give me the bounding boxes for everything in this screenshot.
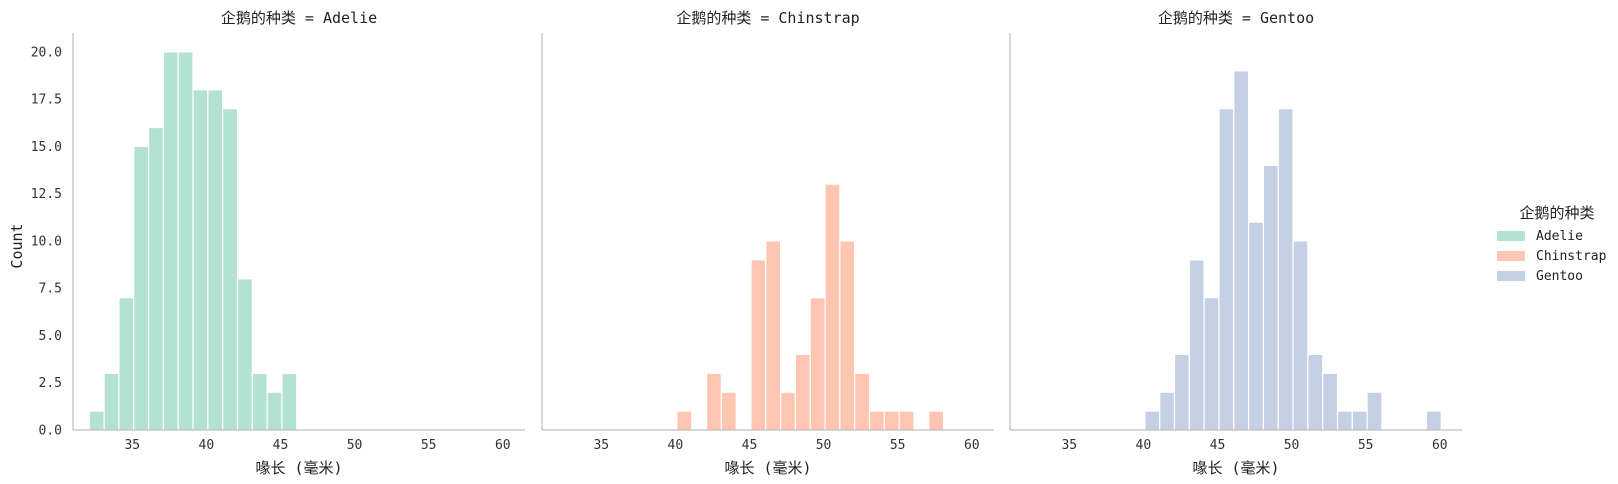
histogram-bar: [854, 372, 871, 431]
x-tick-label: 40: [668, 438, 684, 453]
x-axis-label: 喙长 (毫米): [255, 459, 342, 477]
legend-label-chinstrap: Chinstrap: [1536, 249, 1607, 264]
histogram-bar: [251, 372, 268, 431]
x-tick-label: 40: [1136, 438, 1152, 453]
legend-title: 企鹅的种类: [1519, 204, 1594, 222]
histogram-bar: [1292, 240, 1309, 431]
y-tick-label: 5.0: [39, 329, 62, 344]
y-tick-label: 10.0: [31, 234, 62, 249]
histogram-bar: [1277, 108, 1294, 431]
x-tick-label: 60: [964, 438, 980, 453]
x-tick-label: 50: [347, 438, 363, 453]
x-tick-label: 35: [593, 438, 609, 453]
facet-title: 企鹅的种类 = Chinstrap: [676, 9, 859, 27]
y-tick-label: 2.5: [39, 376, 62, 391]
histogram-bar: [147, 126, 164, 431]
histogram-bar: [1203, 297, 1220, 431]
histogram-bar: [765, 240, 782, 431]
histogram-bar: [824, 183, 841, 431]
histogram-bar: [1247, 221, 1265, 431]
legend-swatch-gentoo: [1497, 271, 1525, 281]
x-tick-label: 60: [1432, 438, 1448, 453]
histogram-bar: [266, 391, 283, 431]
panel-gentoo: 企鹅的种类 = Gentoo 35 40 45 50 55 60 喙长 (毫米): [1009, 9, 1462, 477]
histogram-bar: [1351, 410, 1368, 431]
histogram-bar: [1218, 108, 1235, 431]
y-tick-label: 0.0: [39, 424, 62, 439]
x-tick-label: 55: [1358, 438, 1374, 453]
x-tick-label: 55: [421, 438, 437, 453]
histogram-bar: [1173, 353, 1190, 431]
histogram-bar: [118, 297, 135, 431]
panel-adelie: 企鹅的种类 = Adelie 35 40 45 50 55 60 喙长 (毫米) 0.0 2.5 5…: [31, 9, 525, 477]
histogram-bar: [1188, 259, 1205, 431]
histogram-bar: [236, 278, 253, 431]
legend: 企鹅的种类 Adelie Chinstrap Gentoo: [1497, 204, 1607, 284]
histogram-bar: [1366, 391, 1383, 431]
x-tick-label: 45: [742, 438, 758, 453]
histogram-bar: [1144, 410, 1161, 431]
panel-chinstrap: 企鹅的种类 = Chinstrap 35 40 45 50 55 60 喙长 (毫米): [541, 9, 994, 477]
x-tick-label: 50: [816, 438, 832, 453]
histogram-bar: [898, 410, 915, 431]
y-axis-label: Count: [8, 223, 26, 268]
histogram-bar: [88, 410, 105, 431]
histogram-bar: [177, 51, 194, 431]
histogram-bar: [794, 353, 811, 431]
histogram-bar: [192, 89, 209, 431]
histogram-bar: [1262, 164, 1279, 431]
histogram-bar: [750, 259, 767, 431]
x-tick-label: 50: [1284, 438, 1300, 453]
histogram-bar: [883, 410, 900, 431]
histogram-bar: [133, 145, 150, 431]
y-tick-label: 17.5: [31, 93, 62, 108]
y-tick-label: 20.0: [31, 45, 62, 60]
histogram-bar: [839, 240, 856, 431]
legend-label-gentoo: Gentoo: [1536, 269, 1583, 284]
y-tick-label: 7.5: [39, 282, 62, 297]
x-tick-label: 35: [1061, 438, 1077, 453]
x-axis-label: 喙长 (毫米): [1192, 459, 1279, 477]
x-tick-label: 40: [199, 438, 215, 453]
x-tick-label: 45: [1210, 438, 1226, 453]
histogram-bar: [1159, 391, 1176, 431]
x-tick-label: 35: [124, 438, 140, 453]
histogram-bar: [1233, 70, 1250, 431]
histogram-bar: [928, 410, 945, 431]
y-tick-label: 12.5: [31, 187, 62, 202]
histogram-bar: [1425, 410, 1442, 431]
histogram-bar: [868, 410, 885, 431]
legend-swatch-chinstrap: [1497, 251, 1525, 261]
histogram-bar: [705, 372, 722, 431]
histogram-bar: [103, 372, 120, 431]
x-tick-label: 60: [495, 438, 511, 453]
x-tick-label: 55: [890, 438, 906, 453]
histogram-bar: [720, 391, 737, 431]
x-axis-label: 喙长 (毫米): [724, 459, 811, 477]
x-tick-label: 45: [273, 438, 289, 453]
histogram-bar: [809, 297, 826, 431]
histogram-bar: [779, 391, 797, 431]
histogram-bar: [1307, 353, 1324, 431]
legend-label-adelie: Adelie: [1536, 229, 1583, 244]
histogram-bar: [207, 89, 224, 431]
histogram-bar: [676, 410, 693, 431]
y-tick-label: 15.0: [31, 140, 62, 155]
histogram-bar: [162, 51, 179, 431]
legend-swatch-adelie: [1497, 231, 1525, 241]
facet-title: 企鹅的种类 = Adelie: [221, 9, 377, 27]
histogram-bar: [1322, 372, 1339, 431]
histogram-bar: [281, 372, 298, 431]
histogram-bar: [222, 108, 239, 431]
facet-title: 企鹅的种类 = Gentoo: [1158, 9, 1314, 27]
histogram-bar: [1336, 410, 1353, 431]
